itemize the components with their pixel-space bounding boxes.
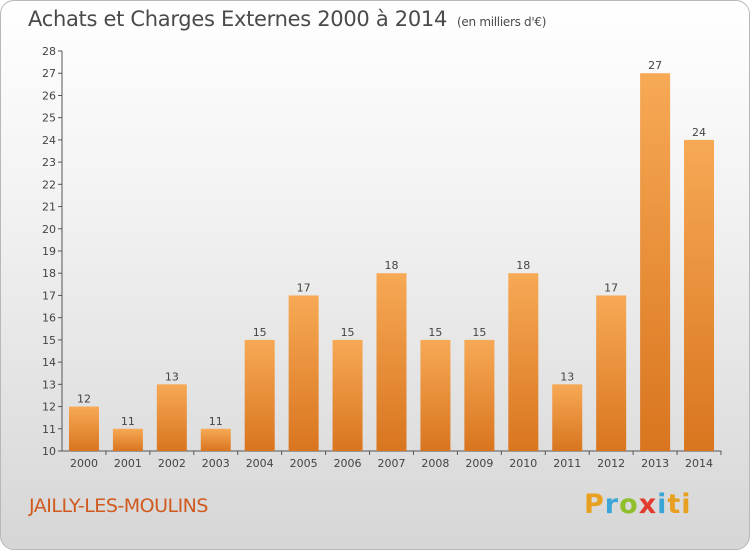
value-label-2010: 18 — [516, 259, 530, 272]
y-tick-label: 17 — [42, 289, 56, 302]
bar-2003 — [200, 428, 231, 451]
x-tick-label-2008: 2008 — [421, 457, 449, 470]
x-tick-label-2004: 2004 — [246, 457, 274, 470]
x-tick-label-2002: 2002 — [158, 457, 186, 470]
place-name: JAILLY-LES-MOULINS — [29, 495, 208, 517]
x-tick-label-2000: 2000 — [70, 457, 98, 470]
bar-2004 — [244, 339, 275, 451]
y-tick-label: 14 — [42, 356, 56, 369]
y-tick-label: 19 — [42, 245, 56, 258]
value-label-2013: 27 — [648, 59, 662, 72]
y-tick-label: 22 — [42, 178, 56, 191]
y-tick-label: 15 — [42, 334, 56, 347]
y-tick-label: 28 — [42, 45, 56, 58]
value-label-2001: 11 — [121, 415, 135, 428]
x-tick-label-2006: 2006 — [334, 457, 362, 470]
chart-labels: 12 2000 11 2001 13 2002 11 2003 15 2004 17 2005 15 20… — [70, 59, 713, 470]
chart-title-text: Achats et Charges Externes 2000 à 2014 — [28, 7, 448, 31]
y-tick-label: 12 — [42, 401, 56, 414]
bar-2009 — [464, 339, 495, 451]
y-tick-label: 26 — [42, 89, 56, 102]
x-tick-label-2011: 2011 — [553, 457, 581, 470]
x-tick-label-2001: 2001 — [114, 457, 142, 470]
value-label-2002: 13 — [165, 370, 179, 383]
proxiti-logo: Proxiti — [584, 489, 692, 520]
bar-2014 — [684, 139, 715, 451]
x-tick-label-2010: 2010 — [509, 457, 537, 470]
bar-2013 — [640, 73, 671, 451]
x-tick-label-2013: 2013 — [641, 457, 669, 470]
x-tick-label-2007: 2007 — [378, 457, 406, 470]
value-label-2011: 13 — [560, 370, 574, 383]
bar-2000 — [68, 406, 99, 451]
chart-unit-note: (en milliers d'€) — [457, 15, 547, 29]
bar-2008 — [420, 339, 451, 451]
x-tick-label-2014: 2014 — [685, 457, 713, 470]
y-tick-label: 20 — [42, 223, 56, 236]
value-label-2007: 18 — [385, 259, 399, 272]
x-tick-label-2009: 2009 — [465, 457, 493, 470]
y-tick-label: 16 — [42, 312, 56, 325]
x-tick-label-2003: 2003 — [202, 457, 230, 470]
value-label-2014: 24 — [692, 126, 706, 139]
chart-title: Achats et Charges Externes 2000 à 2014 (e… — [28, 7, 546, 31]
y-tick-label: 23 — [42, 156, 56, 169]
y-tick-label: 27 — [42, 67, 56, 80]
value-label-2004: 15 — [253, 326, 267, 339]
bar-2012 — [596, 295, 627, 451]
value-label-2000: 12 — [77, 393, 91, 406]
bar-2006 — [332, 339, 363, 451]
y-tick-label: 13 — [42, 378, 56, 391]
x-tick-label-2012: 2012 — [597, 457, 625, 470]
y-tick-label: 24 — [42, 134, 56, 147]
value-label-2005: 17 — [297, 281, 311, 294]
value-label-2006: 15 — [341, 326, 355, 339]
value-label-2008: 15 — [428, 326, 442, 339]
chart-axes: 10 11 12 13 14 15 16 17 18 19 20 21 22 23 24 25 26 27 28 — [42, 45, 722, 458]
bar-2011 — [552, 384, 583, 451]
bar-2007 — [376, 273, 407, 451]
bar-2002 — [156, 384, 187, 451]
y-tick-label: 25 — [42, 112, 56, 125]
x-tick-label-2005: 2005 — [290, 457, 318, 470]
value-label-2012: 17 — [604, 281, 618, 294]
value-label-2003: 11 — [209, 415, 223, 428]
bar-2010 — [508, 273, 539, 451]
bar-2005 — [288, 295, 319, 451]
chart-bars — [68, 73, 715, 451]
y-tick-label: 21 — [42, 201, 56, 214]
bar-2001 — [112, 428, 143, 451]
y-tick-label: 18 — [42, 267, 56, 280]
value-label-2009: 15 — [472, 326, 486, 339]
y-tick-label: 11 — [42, 423, 56, 436]
y-tick-label: 10 — [42, 445, 56, 458]
